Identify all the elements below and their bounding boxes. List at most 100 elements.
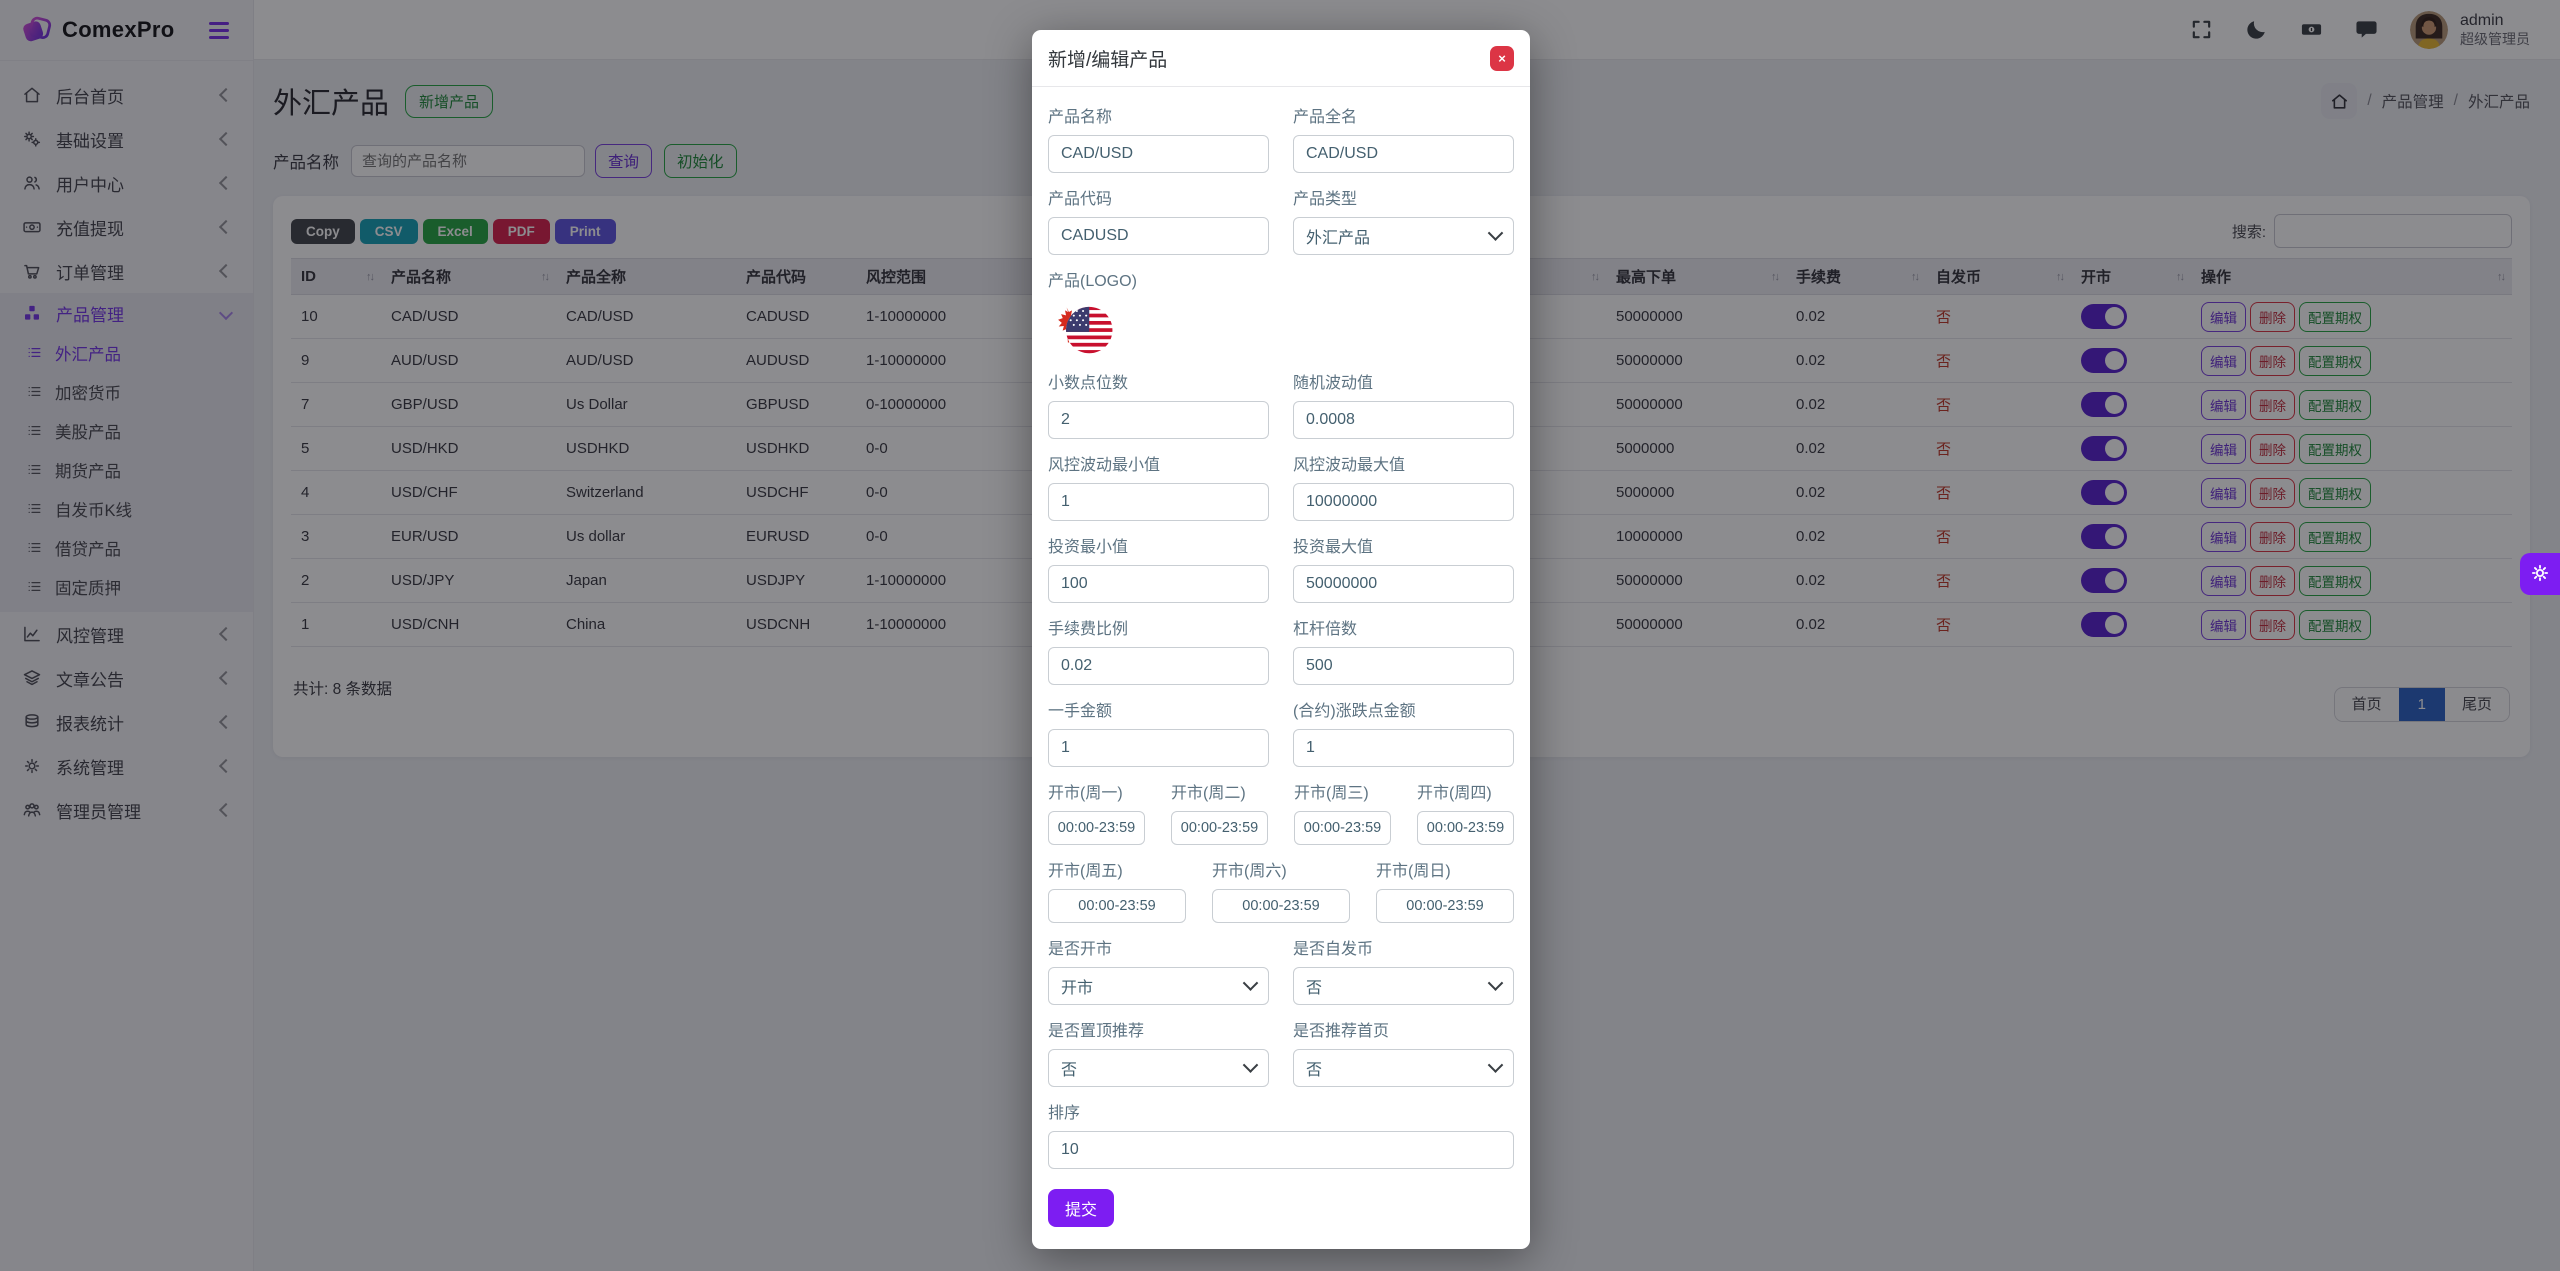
export-copy-button[interactable]: Copy xyxy=(291,218,355,244)
sidebar-subitem-借贷产品[interactable]: 借贷产品 xyxy=(0,528,253,567)
configure-options-button[interactable]: 配置期权 xyxy=(2299,345,2371,376)
sidebar-item-订单管理[interactable]: 订单管理 xyxy=(0,249,253,293)
sidebar-item-基础设置[interactable]: 基础设置 xyxy=(0,117,253,161)
delete-button[interactable]: 删除 xyxy=(2250,565,2295,596)
configure-options-button[interactable]: 配置期权 xyxy=(2299,521,2371,552)
sidebar-item-产品管理[interactable]: 产品管理 xyxy=(0,293,253,333)
sidebar-subitem-期货产品[interactable]: 期货产品 xyxy=(0,450,253,489)
sidebar-item-后台首页[interactable]: 后台首页 xyxy=(0,73,253,117)
delete-button[interactable]: 删除 xyxy=(2250,345,2295,376)
sort-icon[interactable]: ↑↓ xyxy=(1771,270,1780,283)
menu-toggle-icon[interactable] xyxy=(205,18,233,43)
export-pdf-button[interactable]: PDF xyxy=(492,218,550,244)
delete-button[interactable]: 删除 xyxy=(2250,609,2295,640)
sidebar-item-用户中心[interactable]: 用户中心 xyxy=(0,161,253,205)
open-toggle[interactable] xyxy=(2081,392,2127,417)
pagination-last[interactable]: 尾页 xyxy=(2444,688,2509,721)
edit-button[interactable]: 编辑 xyxy=(2201,609,2246,640)
sort-icon[interactable]: ↑↓ xyxy=(2497,270,2506,283)
field-select[interactable]: 否 xyxy=(1293,1049,1514,1087)
field-input[interactable] xyxy=(1048,729,1269,767)
field-input[interactable] xyxy=(1048,565,1269,603)
table-header-手续费[interactable]: 手续费 ↑↓ xyxy=(1786,258,1926,295)
field-input[interactable] xyxy=(1048,483,1269,521)
open-time-input[interactable] xyxy=(1048,811,1145,845)
field-input[interactable] xyxy=(1293,483,1514,521)
delete-button[interactable]: 删除 xyxy=(2250,389,2295,420)
table-search-input[interactable] xyxy=(2274,214,2512,248)
table-header-最高下单[interactable]: 最高下单 ↑↓ xyxy=(1606,258,1786,295)
configure-options-button[interactable]: 配置期权 xyxy=(2299,477,2371,508)
money-icon[interactable] xyxy=(2300,18,2323,41)
field-select[interactable]: 否 xyxy=(1293,967,1514,1005)
edit-button[interactable]: 编辑 xyxy=(2201,433,2246,464)
add-product-button[interactable]: 新增产品 xyxy=(405,84,494,118)
field-select[interactable]: 外汇产品 xyxy=(1293,217,1514,255)
init-button[interactable]: 初始化 xyxy=(664,144,737,178)
table-header-产品名称[interactable]: 产品名称 ↑↓ xyxy=(381,258,556,295)
sidebar-item-管理员管理[interactable]: 管理员管理 xyxy=(0,788,253,832)
product-name-search-input[interactable] xyxy=(351,145,585,177)
sidebar-item-文章公告[interactable]: 文章公告 xyxy=(0,656,253,700)
field-select[interactable]: 开市 xyxy=(1048,967,1269,1005)
edit-button[interactable]: 编辑 xyxy=(2201,389,2246,420)
sidebar-item-报表统计[interactable]: 报表统计 xyxy=(0,700,253,744)
sidebar-item-风控管理[interactable]: 风控管理 xyxy=(0,612,253,656)
open-time-input[interactable] xyxy=(1417,811,1514,845)
export-csv-button[interactable]: CSV xyxy=(359,218,418,244)
export-print-button[interactable]: Print xyxy=(554,218,616,244)
close-button[interactable]: × xyxy=(1490,46,1514,71)
field-input[interactable] xyxy=(1048,647,1269,685)
sort-input[interactable] xyxy=(1048,1131,1514,1169)
open-toggle[interactable] xyxy=(2081,348,2127,373)
dark-mode-moon-icon[interactable] xyxy=(2245,18,2268,41)
configure-options-button[interactable]: 配置期权 xyxy=(2299,301,2371,332)
pagination-page-1[interactable]: 1 xyxy=(2398,688,2445,721)
sort-icon[interactable]: ↑↓ xyxy=(541,270,550,283)
open-time-input[interactable] xyxy=(1294,811,1391,845)
open-toggle[interactable] xyxy=(2081,480,2127,505)
chat-icon[interactable] xyxy=(2355,18,2378,41)
edit-button[interactable]: 编辑 xyxy=(2201,521,2246,552)
sort-icon[interactable]: ↑↓ xyxy=(2056,270,2065,283)
submit-button[interactable]: 提交 xyxy=(1048,1189,1115,1227)
configure-options-button[interactable]: 配置期权 xyxy=(2299,433,2371,464)
export-excel-button[interactable]: Excel xyxy=(422,218,488,244)
delete-button[interactable]: 删除 xyxy=(2250,477,2295,508)
open-time-input[interactable] xyxy=(1048,889,1186,923)
sort-icon[interactable]: ↑↓ xyxy=(2176,270,2185,283)
edit-button[interactable]: 编辑 xyxy=(2201,565,2246,596)
open-toggle[interactable] xyxy=(2081,436,2127,461)
delete-button[interactable]: 删除 xyxy=(2250,301,2295,332)
sidebar-item-充值提现[interactable]: 充值提现 xyxy=(0,205,253,249)
open-time-input[interactable] xyxy=(1376,889,1514,923)
open-toggle[interactable] xyxy=(2081,612,2127,637)
sort-icon[interactable]: ↑↓ xyxy=(1591,270,1600,283)
field-input[interactable] xyxy=(1048,217,1269,255)
table-header-ID[interactable]: ID ↑↓ xyxy=(291,258,381,295)
sidebar-subitem-外汇产品[interactable]: 外汇产品 xyxy=(0,333,253,372)
product-logo-cad-usd-flag-image[interactable] xyxy=(1048,299,1514,357)
edit-button[interactable]: 编辑 xyxy=(2201,301,2246,332)
pagination-first[interactable]: 首页 xyxy=(2334,688,2399,721)
open-time-input[interactable] xyxy=(1212,889,1350,923)
edit-button[interactable]: 编辑 xyxy=(2201,345,2246,376)
fullscreen-icon[interactable] xyxy=(2190,18,2213,41)
sidebar-subitem-加密货币[interactable]: 加密货币 xyxy=(0,372,253,411)
field-input[interactable] xyxy=(1048,401,1269,439)
field-input[interactable] xyxy=(1048,135,1269,173)
sidebar-subitem-固定质押[interactable]: 固定质押 xyxy=(0,567,253,606)
table-header-操作[interactable]: 操作 ↑↓ xyxy=(2191,258,2512,295)
sort-icon[interactable]: ↑↓ xyxy=(366,270,375,283)
edit-button[interactable]: 编辑 xyxy=(2201,477,2246,508)
configure-options-button[interactable]: 配置期权 xyxy=(2299,565,2371,596)
theme-settings-fab[interactable] xyxy=(2520,553,2560,595)
table-header-自发币[interactable]: 自发币 ↑↓ xyxy=(1926,258,2071,295)
open-time-input[interactable] xyxy=(1171,811,1268,845)
query-button[interactable]: 查询 xyxy=(595,144,653,178)
field-select[interactable]: 否 xyxy=(1048,1049,1269,1087)
field-input[interactable] xyxy=(1293,647,1514,685)
sort-icon[interactable]: ↑↓ xyxy=(1911,270,1920,283)
open-toggle[interactable] xyxy=(2081,568,2127,593)
field-input[interactable] xyxy=(1293,729,1514,767)
